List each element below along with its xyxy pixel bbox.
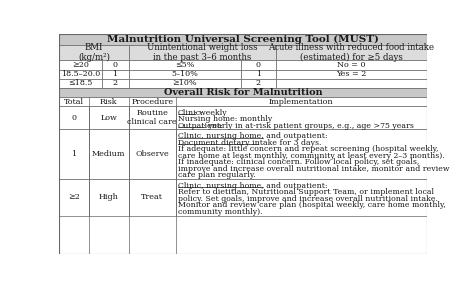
Text: 2: 2	[112, 80, 118, 87]
Bar	[102, 79, 129, 88]
Text: improve and increase overall nutritional intake, monitor and review: improve and increase overall nutritional…	[178, 165, 449, 173]
Text: : weekly: : weekly	[194, 109, 227, 117]
Bar	[129, 45, 276, 60]
Bar	[129, 179, 175, 215]
Bar	[59, 45, 129, 60]
Bar	[276, 70, 427, 79]
Bar	[129, 70, 241, 79]
Bar	[129, 129, 175, 179]
Text: ≥10%: ≥10%	[173, 80, 197, 87]
Bar	[241, 70, 276, 79]
Text: ≤18.5: ≤18.5	[68, 80, 92, 87]
Bar	[89, 129, 129, 179]
Bar	[59, 34, 427, 45]
Text: Medium: Medium	[92, 150, 126, 158]
Bar	[89, 106, 129, 129]
Text: community monthly).: community monthly).	[178, 208, 263, 216]
Text: 1: 1	[256, 70, 261, 78]
Text: 5–10%: 5–10%	[172, 70, 198, 78]
Text: No = 0: No = 0	[337, 61, 365, 69]
Bar	[276, 60, 427, 70]
Text: Monitor and review care plan (hospital weekly, care home monthly,: Monitor and review care plan (hospital w…	[178, 201, 446, 209]
Text: Clinic, nursing home, and outpatient:: Clinic, nursing home, and outpatient:	[178, 132, 328, 140]
Text: Refer to dietitian, Nutritional Support Team, or implement local: Refer to dietitian, Nutritional Support …	[178, 188, 434, 196]
Bar	[59, 70, 102, 79]
Bar	[59, 106, 89, 129]
Text: If adequate: little concern and repeat screening (hospital weekly,: If adequate: little concern and repeat s…	[178, 145, 438, 153]
Text: BMI
(kg/m²): BMI (kg/m²)	[78, 43, 110, 62]
Bar	[129, 106, 175, 129]
Bar	[175, 129, 427, 179]
Text: Yes = 2: Yes = 2	[336, 70, 366, 78]
Text: Outpatient:: Outpatient:	[178, 122, 224, 130]
Text: High: High	[99, 193, 119, 201]
Bar	[175, 179, 427, 215]
Text: Observe: Observe	[136, 150, 169, 158]
Text: Overall Risk for Malnutrition: Overall Risk for Malnutrition	[164, 88, 322, 97]
Text: Implementation: Implementation	[269, 97, 333, 105]
Bar	[59, 88, 427, 97]
Text: 18.5–20.0: 18.5–20.0	[61, 70, 100, 78]
Text: Document dietary intake for 3 days.: Document dietary intake for 3 days.	[178, 139, 321, 146]
Text: Treat: Treat	[141, 193, 163, 201]
Text: 1: 1	[72, 150, 76, 158]
Bar	[59, 79, 102, 88]
Bar	[241, 79, 276, 88]
Bar	[102, 70, 129, 79]
Bar	[89, 179, 129, 215]
Bar	[175, 106, 427, 129]
Bar	[129, 60, 241, 70]
Text: 0: 0	[72, 113, 76, 121]
Text: : yearly in at-risk patient groups, e.g., age >75 years: : yearly in at-risk patient groups, e.g.…	[203, 122, 414, 130]
Text: care plan regularly.: care plan regularly.	[178, 171, 255, 179]
Text: Routine
clinical care: Routine clinical care	[128, 109, 177, 126]
Bar	[59, 60, 102, 70]
Text: Acute illness with reduced food intake
(estimated) for ≥5 days: Acute illness with reduced food intake (…	[268, 43, 435, 62]
Text: 0: 0	[256, 61, 261, 69]
Text: Clinic, nursing home, and outpatient:: Clinic, nursing home, and outpatient:	[178, 182, 328, 190]
Text: Low: Low	[100, 113, 117, 121]
Text: Risk: Risk	[100, 97, 118, 105]
Text: Procedure: Procedure	[131, 97, 173, 105]
Bar	[59, 179, 89, 215]
Bar	[102, 60, 129, 70]
Text: Total: Total	[64, 97, 84, 105]
Text: 0: 0	[112, 61, 118, 69]
Text: ≥2: ≥2	[68, 193, 80, 201]
Text: Nursing home: monthly: Nursing home: monthly	[178, 115, 272, 123]
Text: 1: 1	[112, 70, 118, 78]
Bar	[59, 129, 89, 179]
Bar	[241, 60, 276, 70]
Text: ≥20: ≥20	[72, 61, 89, 69]
Bar	[276, 45, 427, 60]
Text: 2: 2	[256, 80, 261, 87]
Text: ≤5%: ≤5%	[175, 61, 194, 69]
Bar	[129, 79, 241, 88]
Text: Unintentional weight loss
in the past 3–6 months: Unintentional weight loss in the past 3–…	[147, 43, 258, 62]
Bar	[59, 97, 427, 106]
Text: policy. Set goals, improve and increase overall nutritional intake.: policy. Set goals, improve and increase …	[178, 195, 438, 203]
Text: care home at least monthly, community at least every 2–3 months).: care home at least monthly, community at…	[178, 152, 445, 160]
Text: Malnutrition Universal Screening Tool (MUST): Malnutrition Universal Screening Tool (M…	[107, 35, 379, 44]
Text: If inadequate: clinical concern. Follow local policy, set goals,: If inadequate: clinical concern. Follow …	[178, 158, 419, 166]
Bar	[276, 79, 427, 88]
Text: Clinic:: Clinic:	[178, 109, 203, 117]
